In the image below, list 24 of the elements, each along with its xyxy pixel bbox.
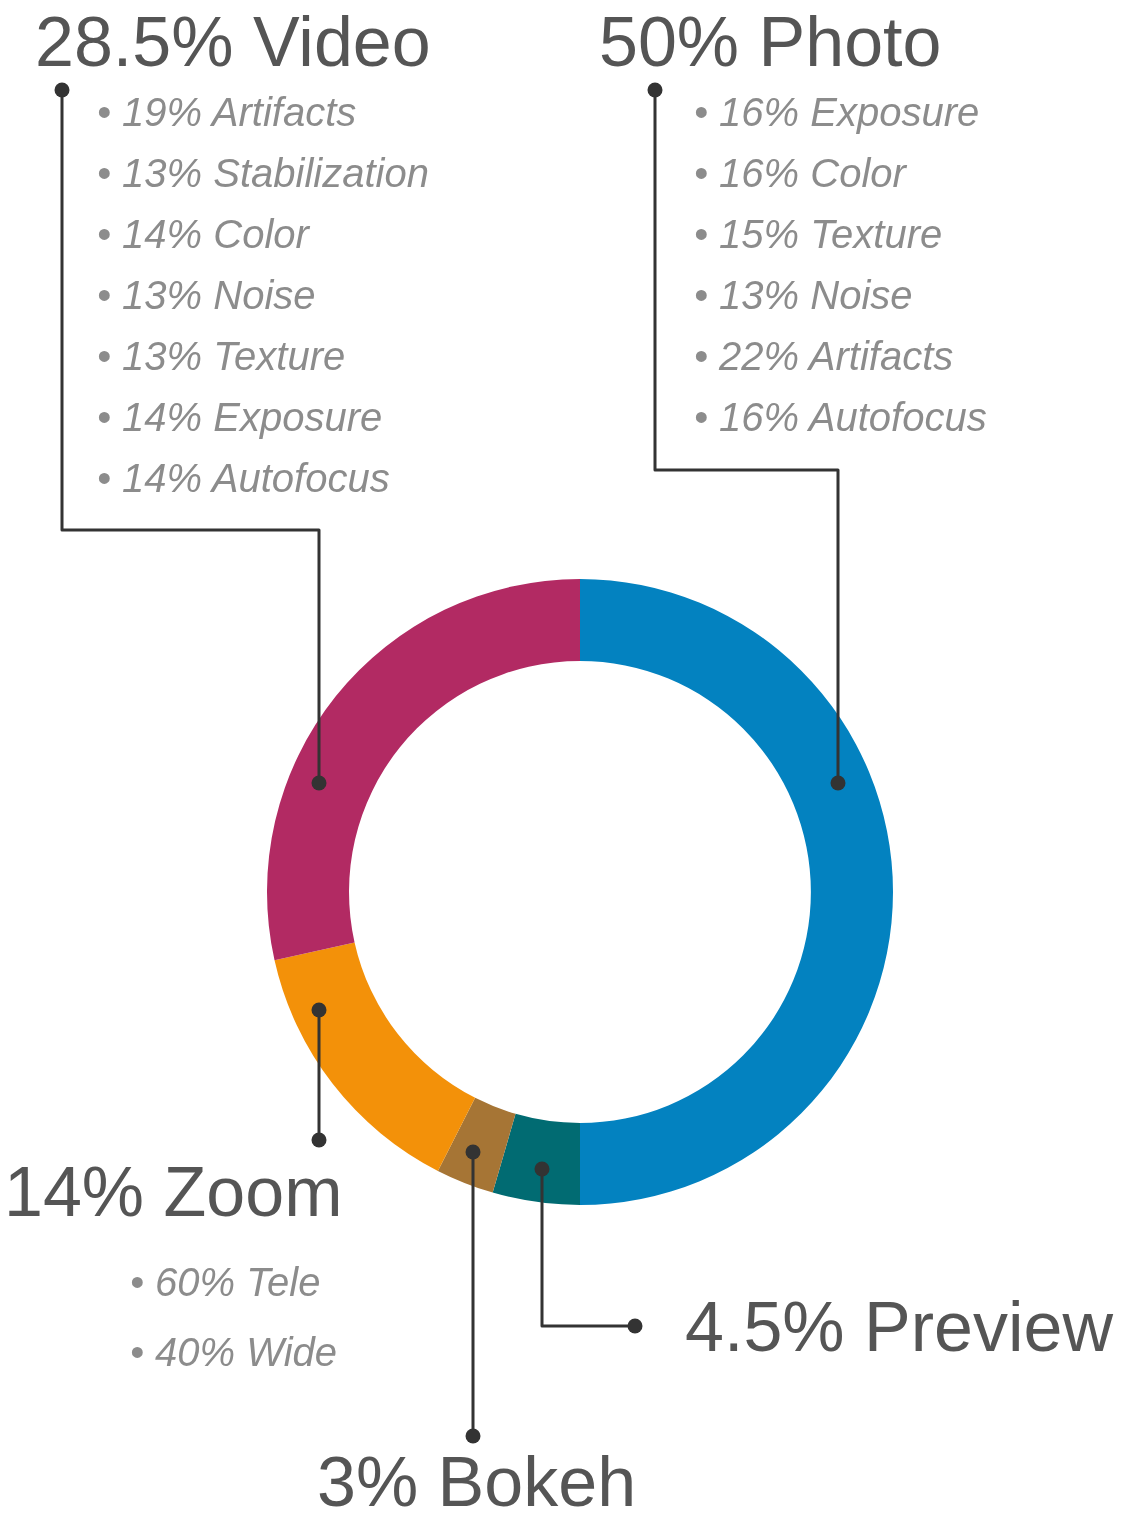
text: • 13% Noise [97,273,316,317]
donut-slice [267,579,580,961]
text: • 13% Noise [694,273,913,317]
text: • 19% Artifacts [97,90,357,134]
text: • 16% Autofocus [694,395,987,439]
donut-slice [492,1113,580,1205]
text: • 16% Exposure [694,90,980,134]
text: • 40% Wide [130,1330,338,1374]
slice-label: 4.5% Preview [685,1288,1114,1366]
slice-label: 14% Zoom [4,1153,343,1231]
text: • 13% Stabilization [97,151,429,195]
text: • 22% Artifacts [694,334,954,378]
slice-label: 50% Photo [599,3,942,81]
donut-slice [437,1097,516,1193]
text: • 16% Color [694,151,908,195]
text: • 14% Color [97,212,311,256]
text: • 14% Exposure [97,395,383,439]
slice-label: 28.5% Video [35,3,431,81]
text: • 60% Tele [130,1260,321,1304]
donut-slice [580,579,893,1205]
text: • 15% Texture [694,212,943,256]
slice-label: 3% Bokeh [317,1443,637,1521]
text: • 13% Texture [97,334,346,378]
text: • 14% Autofocus [97,456,390,500]
